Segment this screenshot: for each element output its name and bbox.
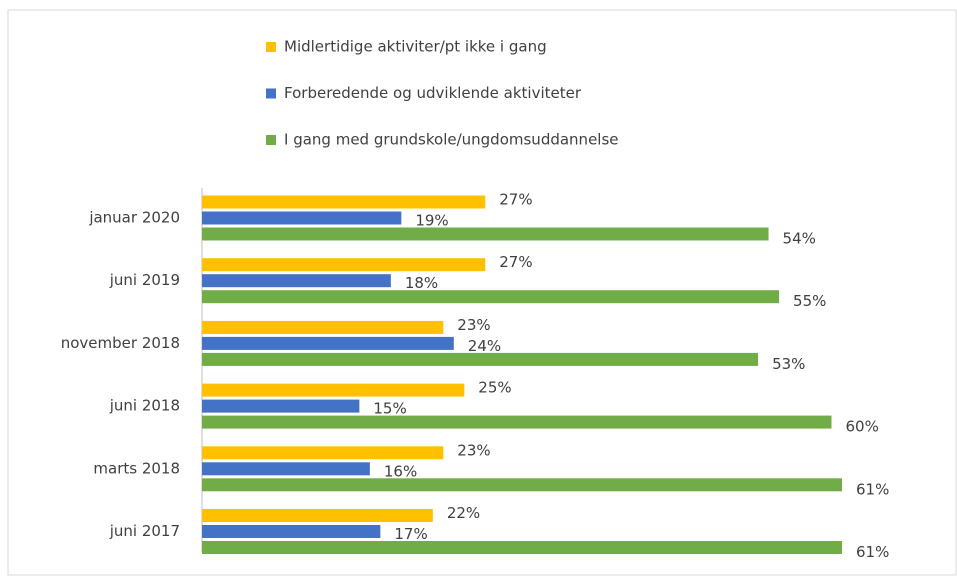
data-label: 23%	[457, 441, 490, 459]
data-label: 18%	[405, 274, 438, 292]
bar	[202, 258, 486, 272]
data-label: 55%	[793, 292, 826, 310]
bar	[202, 525, 381, 538]
data-label: 19%	[415, 212, 448, 230]
data-label: 25%	[478, 379, 511, 397]
bar	[202, 290, 780, 304]
data-label: 16%	[384, 462, 417, 480]
bar	[202, 274, 391, 288]
legend-label: Midlertidige aktiviter/pt ikke i gang	[284, 38, 547, 56]
bar	[202, 509, 433, 522]
bar	[202, 352, 759, 366]
category-label: juni 2019	[109, 271, 180, 289]
category-label: juni 2017	[109, 522, 180, 540]
data-label: 22%	[447, 504, 480, 522]
legend-label: I gang med grundskole/ungdomsuddannelse	[284, 131, 619, 149]
bar	[202, 320, 444, 334]
bar	[202, 415, 832, 429]
bar	[202, 399, 360, 413]
data-label: 15%	[373, 400, 406, 418]
category-label: juni 2018	[109, 397, 180, 415]
data-label: 61%	[856, 543, 889, 561]
data-label: 27%	[499, 191, 532, 209]
legend-swatch	[266, 42, 276, 52]
data-label: 60%	[846, 418, 879, 436]
bar	[202, 195, 486, 209]
data-label: 27%	[499, 253, 532, 271]
data-label: 23%	[457, 316, 490, 334]
category-label: januar 2020	[88, 209, 180, 227]
category-label: november 2018	[61, 334, 180, 352]
bar	[202, 383, 465, 397]
data-label: 17%	[394, 525, 427, 543]
data-label: 54%	[783, 230, 816, 248]
legend-swatch	[266, 135, 276, 145]
bar	[202, 336, 454, 350]
data-label: 61%	[856, 480, 889, 498]
bar	[202, 541, 842, 554]
bar	[202, 462, 370, 476]
data-label: 53%	[772, 355, 805, 373]
bar	[202, 478, 842, 492]
legend-swatch	[266, 88, 276, 99]
data-label: 24%	[468, 337, 501, 355]
bar	[202, 227, 769, 241]
category-label: marts 2018	[93, 459, 180, 477]
bar	[202, 211, 402, 225]
bar	[202, 446, 444, 460]
legend-label: Forberedende og udviklende aktiviteter	[284, 84, 582, 102]
